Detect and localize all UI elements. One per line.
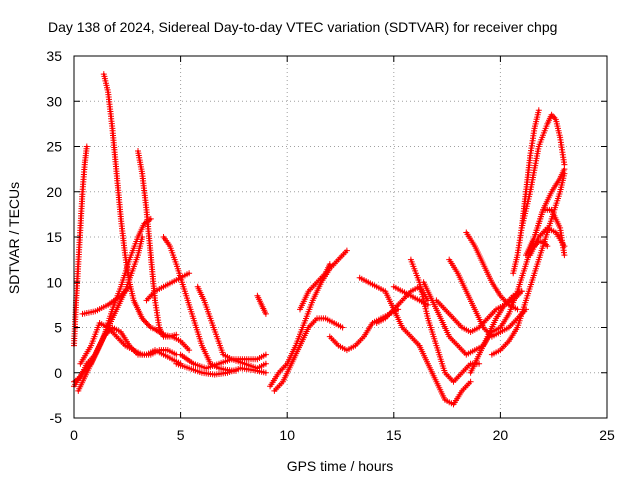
x-axis-label: GPS time / hours [287, 458, 394, 474]
series-arc-16 [271, 315, 346, 394]
grid [74, 56, 607, 418]
axis-ticks: 0 5 10 15 20 25 -5 0 5 10 15 20 25 30 35 [46, 48, 615, 443]
series-arc-14 [254, 292, 269, 317]
series-markers [177, 351, 269, 372]
series-arc-10 [160, 234, 239, 374]
series-arc-35 [531, 238, 551, 250]
series-arc-13 [177, 351, 269, 372]
series-arc-23 [416, 342, 474, 408]
y-tick-label: 10 [46, 274, 62, 290]
x-tick-label: 0 [70, 427, 78, 443]
y-tick-label: 5 [54, 320, 62, 336]
series-markers [407, 256, 483, 385]
series-markers [77, 320, 180, 367]
y-tick-label: 30 [46, 93, 62, 109]
series-arc-19 [356, 274, 423, 349]
series-markers [160, 234, 239, 374]
series-arc-8 [135, 148, 180, 340]
series-markers [135, 148, 180, 340]
y-tick-label: 20 [46, 184, 62, 200]
series-arc-15 [267, 247, 350, 390]
series-markers [267, 247, 350, 390]
y-axis-label: SDTVAR / TECUs [6, 182, 22, 294]
series-arc-33 [523, 206, 568, 259]
series-arc-27 [463, 229, 521, 313]
x-tick-label: 25 [599, 427, 615, 443]
series-arc-4 [79, 283, 133, 317]
chart-title: Day 138 of 2024, Sidereal Day-to-day VTE… [48, 19, 557, 35]
series-arc-17 [297, 261, 333, 313]
series-arc-22 [407, 256, 483, 385]
x-tick-label: 15 [386, 427, 402, 443]
y-tick-label: 0 [54, 365, 62, 381]
y-tick-label: 35 [46, 48, 62, 64]
x-tick-label: 5 [177, 427, 185, 443]
series-markers [518, 111, 568, 231]
x-tick-label: 20 [493, 427, 509, 443]
series-markers [531, 238, 551, 250]
series-markers [463, 229, 521, 313]
series-arc-32 [518, 111, 568, 231]
x-tick-label: 10 [279, 427, 295, 443]
y-tick-label: 25 [46, 139, 62, 155]
series-arc-12 [173, 360, 269, 378]
series-arc-6 [77, 320, 180, 367]
y-tick-label: -5 [50, 410, 63, 426]
plot-frame [73, 55, 608, 419]
series-markers [271, 315, 346, 394]
series-markers [254, 292, 269, 317]
y-tick-label: 15 [46, 229, 62, 245]
series-markers [79, 283, 133, 317]
series-arc-24 [420, 279, 504, 358]
series-markers [416, 342, 474, 408]
series-markers [297, 261, 333, 313]
data-series [71, 71, 568, 408]
series-markers [420, 279, 504, 358]
